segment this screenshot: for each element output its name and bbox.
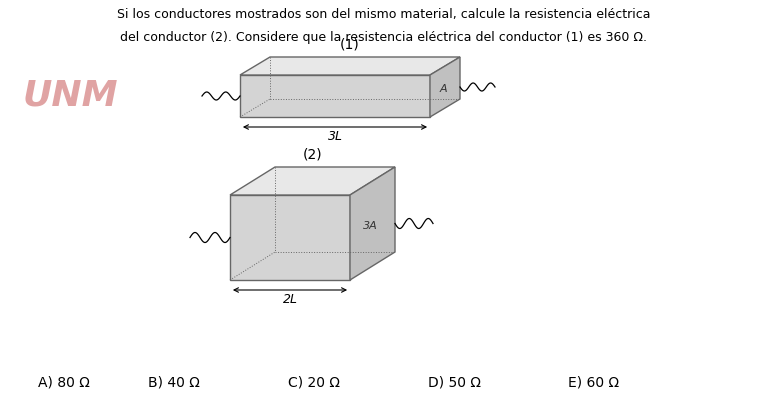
Text: E) 60 Ω: E) 60 Ω	[568, 375, 619, 389]
Text: (2): (2)	[303, 148, 322, 162]
Polygon shape	[240, 57, 460, 75]
Polygon shape	[350, 167, 395, 280]
Text: Si los conductores mostrados son del mismo material, calcule la resistencia eléc: Si los conductores mostrados son del mis…	[117, 8, 651, 21]
Text: UNM: UNM	[22, 78, 118, 112]
Text: A) 80 Ω: A) 80 Ω	[38, 375, 90, 389]
Text: B) 40 Ω: B) 40 Ω	[148, 375, 200, 389]
Text: del conductor (2). Considere que la resistencia eléctrica del conductor (1) es 3: del conductor (2). Considere que la resi…	[121, 31, 647, 44]
Text: C) 20 Ω: C) 20 Ω	[288, 375, 340, 389]
Polygon shape	[230, 167, 395, 195]
Polygon shape	[240, 75, 430, 117]
Polygon shape	[230, 195, 350, 280]
Text: 2L: 2L	[282, 293, 298, 306]
Text: D) 50 Ω: D) 50 Ω	[428, 375, 481, 389]
Text: (1): (1)	[340, 38, 360, 52]
Polygon shape	[430, 57, 460, 117]
Text: A: A	[440, 84, 448, 94]
Text: 3L: 3L	[328, 130, 342, 143]
Text: 3A: 3A	[363, 221, 378, 231]
